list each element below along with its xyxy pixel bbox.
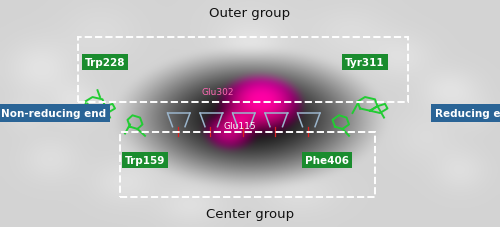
Bar bbox=[78, 37, 407, 102]
Text: Glu302: Glu302 bbox=[201, 87, 234, 96]
Bar bbox=[120, 133, 375, 197]
Text: Glu115: Glu115 bbox=[224, 121, 256, 131]
Text: Outer group: Outer group bbox=[210, 7, 290, 20]
Text: Center group: Center group bbox=[206, 207, 294, 220]
Text: Trp159: Trp159 bbox=[125, 155, 166, 165]
Text: Tyr311: Tyr311 bbox=[345, 57, 385, 67]
Text: Phe406: Phe406 bbox=[305, 155, 349, 165]
Text: Non-reducing end: Non-reducing end bbox=[1, 109, 106, 118]
Text: Trp228: Trp228 bbox=[85, 57, 126, 67]
Text: Reducing end: Reducing end bbox=[435, 109, 500, 118]
